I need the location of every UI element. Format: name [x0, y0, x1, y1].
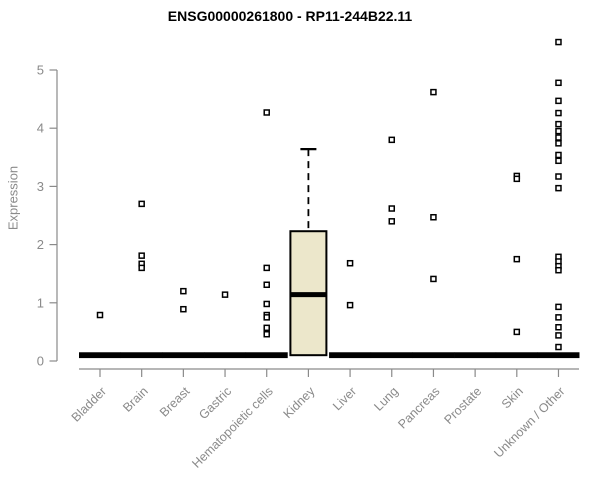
collapsed-box	[454, 352, 497, 359]
outlier-point	[138, 264, 145, 272]
x-tick-label-lung: Lung	[371, 384, 401, 414]
outlier-point	[430, 213, 437, 221]
outlier-point	[555, 151, 562, 159]
x-tick-label-gastric: Gastric	[196, 384, 234, 422]
outlier-point	[555, 127, 562, 135]
collapsed-box	[329, 352, 372, 359]
outlier-point	[555, 314, 562, 321]
outlier-point	[263, 330, 270, 338]
x-tick-label-breast: Breast	[157, 384, 193, 420]
y-tick-label: 0	[37, 354, 44, 369]
outlier-point	[555, 323, 562, 331]
outlier-point	[263, 324, 270, 332]
y-tick-label: 4	[37, 121, 44, 136]
y-tick-label: 3	[37, 179, 44, 194]
outlier-point	[555, 38, 562, 46]
y-tick-label: 2	[37, 237, 44, 252]
x-tick-label-skin: Skin	[499, 384, 526, 411]
collapsed-box	[245, 352, 288, 359]
outlier-point	[513, 328, 521, 336]
box-unknown-other	[537, 38, 580, 359]
outlier-point	[513, 175, 521, 183]
outlier-point	[388, 136, 396, 144]
outlier-point	[221, 291, 229, 298]
outlier-point	[555, 97, 562, 105]
collapsed-box	[495, 352, 538, 359]
outlier-point	[555, 266, 562, 274]
outlier-point	[263, 264, 270, 272]
collapsed-box	[537, 352, 580, 359]
outlier-point	[263, 281, 270, 289]
x-tick-label-bladder: Bladder	[69, 384, 109, 424]
box-gastric	[204, 291, 247, 359]
y-axis-label: Expression	[5, 165, 21, 231]
x-tick-label-hematopoietic-cells: Hematopoietic cells	[189, 384, 276, 471]
collapsed-box	[79, 352, 121, 359]
box-lung	[370, 136, 413, 359]
outlier-point	[263, 109, 270, 116]
collapsed-box	[120, 352, 163, 359]
collapsed-box	[162, 352, 205, 359]
outlier-point	[555, 120, 562, 128]
collapsed-box	[204, 352, 247, 359]
outlier-point	[555, 303, 562, 311]
outlier-point	[96, 311, 104, 319]
box-hematopoietic-cells	[245, 109, 288, 359]
box-prostate	[454, 352, 497, 359]
outlier-point	[555, 134, 562, 141]
outlier-point	[555, 343, 562, 351]
outlier-point	[388, 218, 396, 225]
box-pancreas	[412, 88, 455, 359]
outlier-point	[180, 287, 187, 295]
outlier-point	[555, 173, 562, 180]
outlier-point	[346, 301, 354, 309]
outlier-point	[138, 252, 145, 259]
outlier-point	[180, 305, 187, 313]
x-tick-label-pancreas: Pancreas	[395, 384, 442, 431]
outlier-point	[430, 275, 437, 283]
outlier-point	[513, 255, 521, 263]
outlier-point	[555, 332, 562, 339]
x-tick-label-liver: Liver	[330, 384, 359, 413]
outlier-point	[263, 300, 270, 308]
box-bladder	[79, 311, 121, 359]
outlier-point	[555, 184, 562, 192]
box-liver	[329, 259, 372, 359]
outlier-point	[388, 205, 396, 212]
outlier-point	[555, 140, 562, 147]
box-skin	[495, 172, 538, 359]
collapsed-box	[412, 352, 455, 359]
y-tick-label: 5	[37, 63, 44, 78]
x-tick-label-unknown-other: Unknown / Other	[491, 384, 567, 460]
chart-title: ENSG00000261800 - RP11-244B22.11	[167, 8, 413, 24]
y-tick-label: 1	[37, 295, 44, 310]
y-axis: 0 1 2 3 4 5	[37, 63, 58, 369]
outlier-point	[263, 314, 270, 321]
outlier-point	[346, 259, 354, 267]
outlier-point	[555, 157, 562, 165]
collapsed-box	[370, 352, 413, 359]
outlier-point	[138, 200, 145, 208]
x-tick-label-prostate: Prostate	[441, 384, 484, 427]
x-tick-label-kidney: Kidney	[281, 384, 318, 421]
outlier-point	[555, 109, 562, 117]
x-tick-label-brain: Brain	[120, 384, 151, 415]
box-breast	[162, 287, 205, 359]
box-kidney	[289, 148, 328, 357]
box-brain	[120, 200, 163, 359]
outlier-point	[555, 79, 562, 87]
outlier-point	[430, 88, 437, 96]
